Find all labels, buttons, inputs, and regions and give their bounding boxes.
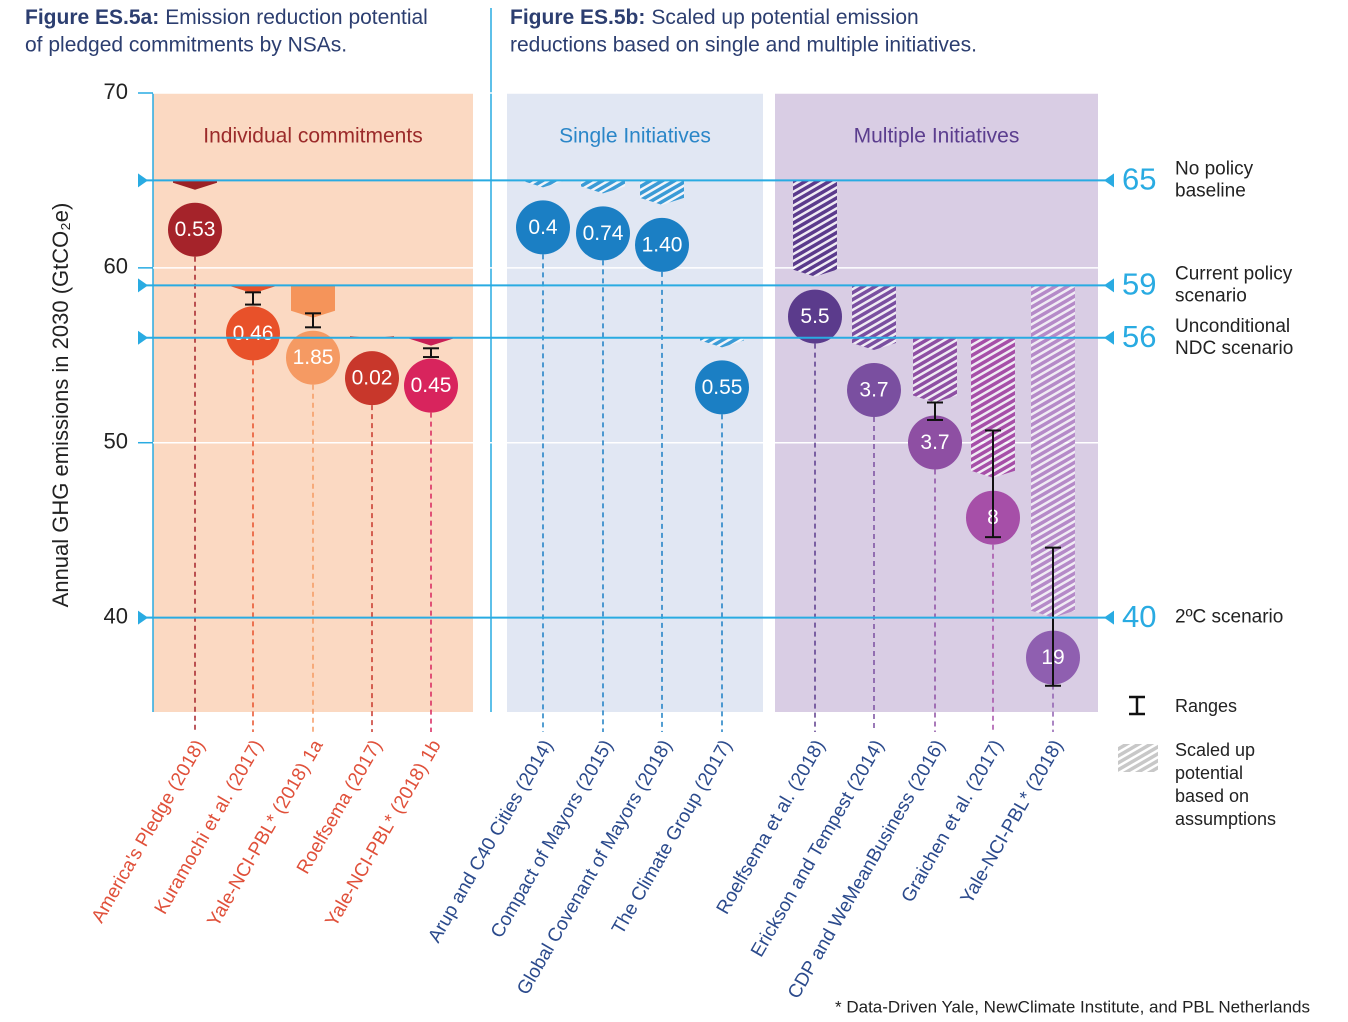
reference-label: 2ºC scenario (1175, 607, 1283, 628)
value-circle (345, 351, 399, 406)
reference-marker (138, 173, 148, 188)
reference-marker (1104, 173, 1114, 188)
value-label: 1.40 (642, 233, 683, 256)
figure-title-bold: Figure ES.5b: (510, 6, 645, 29)
value-label: 0.4 (528, 216, 558, 239)
category-label: Roelfsema et al. (2018) (713, 737, 830, 919)
category-label: America's Pledge (2018) (88, 737, 210, 927)
reference-marker (138, 278, 148, 293)
category-label: Graichen et al. (2017) (898, 737, 1008, 907)
reference-label: No policy (1175, 158, 1254, 179)
legend-label: potential (1175, 763, 1243, 783)
value-circle (226, 306, 280, 361)
value-label: 3.7 (859, 379, 888, 402)
reference-value: 65 (1122, 162, 1156, 197)
value-circle (168, 202, 222, 257)
y-tick-label: 50 (104, 429, 128, 454)
legend-label: based on (1175, 786, 1249, 806)
value-circle (576, 206, 630, 261)
value-label: 0.74 (583, 222, 624, 245)
reference-label: Unconditional (1175, 316, 1290, 337)
value-label: 3.7 (920, 431, 949, 454)
value-circle (404, 358, 458, 413)
category-label: Yale-NCI-PBL* (2018) 1a (204, 736, 328, 930)
value-label: 0.55 (702, 376, 743, 399)
category-label: Kuramochi et al. (2017) (151, 737, 268, 919)
value-circle (286, 330, 340, 385)
value-circle (695, 360, 749, 415)
reference-marker (1104, 278, 1114, 293)
y-tick-label: 70 (104, 79, 128, 104)
reference-label: scenario (1175, 285, 1247, 306)
reference-label: Current policy (1175, 263, 1293, 284)
legend-label: Scaled up (1175, 740, 1255, 760)
reference-value: 40 (1122, 599, 1156, 634)
value-label: 0.45 (411, 374, 452, 397)
bar (409, 337, 453, 346)
bar (852, 285, 896, 351)
value-circle (516, 200, 570, 255)
bar (231, 285, 275, 294)
reference-label: baseline (1175, 180, 1246, 201)
value-label: 0.02 (352, 367, 393, 390)
reference-value: 56 (1122, 319, 1156, 354)
figure-title: Figure ES.5b: Scaled up potential emissio… (510, 6, 919, 29)
panel-title: Individual commitments (203, 125, 422, 148)
bar (971, 337, 1015, 478)
bar (173, 180, 217, 190)
figure-title-bold: Figure ES.5a: (25, 6, 159, 29)
legend-label: assumptions (1175, 809, 1276, 829)
bar (291, 285, 335, 318)
bar (700, 337, 744, 348)
reference-marker (138, 610, 148, 625)
figure-title: Figure ES.5a: Emission reduction potentia… (25, 6, 428, 29)
bar (581, 180, 625, 194)
legend-label: Ranges (1175, 696, 1237, 716)
y-axis-label: Annual GHG emissions in 2030 (GtCO₂e) (48, 203, 73, 608)
figure-title-text: Emission reduction potential (165, 6, 428, 29)
category-label: Arup and C40 Cities (2014) (424, 737, 557, 947)
bar (521, 180, 565, 188)
figure-title: reductions based on single and multiple … (510, 34, 977, 57)
bar (793, 180, 837, 277)
value-label: 1.85 (293, 346, 334, 369)
bar (1031, 285, 1075, 618)
reference-marker (1104, 330, 1114, 345)
figure-title: of pledged commitments by NSAs. (25, 34, 347, 57)
value-circle (635, 217, 689, 272)
y-tick-label: 40 (104, 603, 128, 628)
footnote: * Data-Driven Yale, NewClimate Institute… (835, 997, 1310, 1016)
category-label: Yale-NCI-PBL* (2018) (957, 737, 1068, 908)
panel-title: Multiple Initiatives (854, 125, 1020, 148)
reference-label: NDC scenario (1175, 338, 1293, 359)
value-label: 0.46 (233, 322, 274, 345)
category-label: Yale-NCI-PBL* (2018) 1b (322, 737, 446, 931)
panel-title: Single Initiatives (559, 125, 711, 148)
value-label: 0.53 (175, 218, 216, 241)
value-label: 5.5 (800, 305, 829, 328)
reference-value: 59 (1122, 267, 1156, 302)
figure-title-text: Scaled up potential emission (651, 6, 918, 29)
y-tick-label: 60 (104, 254, 128, 279)
legend-swatch (1118, 744, 1158, 772)
reference-marker (138, 330, 148, 345)
value-circle (847, 363, 901, 418)
category-label: Compact of Mayors (2015) (487, 737, 618, 942)
bar (640, 180, 684, 205)
value-circle (908, 415, 962, 470)
bar (913, 337, 957, 403)
value-circle (788, 289, 842, 344)
reference-marker (1104, 610, 1114, 625)
